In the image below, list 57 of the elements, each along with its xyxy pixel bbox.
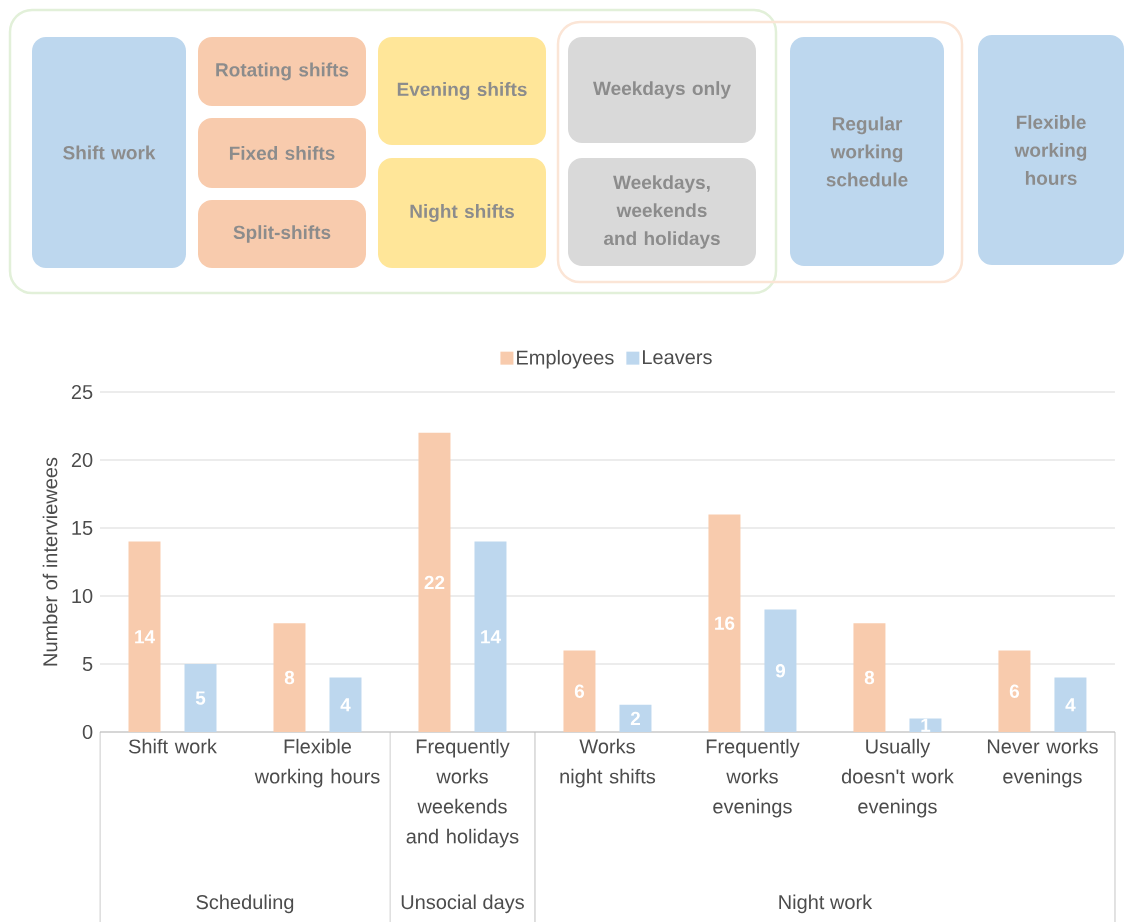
x-tick-label: Frequently works weekends and holidays: [406, 738, 519, 848]
text: Flexible working hours: [1014, 115, 1087, 185]
data-label: 4: [1065, 698, 1076, 712]
bar: [1054, 677, 1087, 732]
bar: [708, 514, 741, 732]
y-tick-label: 5: [82, 657, 93, 671]
data-label: 14: [481, 630, 501, 644]
data-label: 14: [135, 630, 155, 644]
text: Regular working schedule: [826, 116, 908, 187]
y-tick-label: 20: [71, 452, 93, 468]
text: Fixed shifts: [229, 146, 335, 160]
x-tick-label: Frequently works evenings: [706, 738, 800, 818]
data-label: 22: [424, 575, 445, 590]
data-label: 6: [574, 684, 585, 698]
y-axis-title: Number of interviewees: [42, 457, 58, 666]
text: Shift work: [63, 145, 156, 160]
x-tick-label: Flexible working hours: [254, 738, 380, 788]
y-tick-label: 0: [82, 724, 93, 740]
text: Evening shifts: [397, 82, 527, 100]
bar: [619, 704, 652, 732]
x-tick-label: Never works evenings: [987, 738, 1098, 788]
x-tick-label: Usually doesn't work evenings: [841, 738, 954, 818]
text: Unsocial days: [401, 894, 524, 914]
text: Rotating shifts: [216, 62, 349, 81]
data-label: 2: [630, 711, 640, 726]
data-label: 1: [921, 718, 931, 732]
x-tick-label: Shift work: [128, 738, 217, 754]
text: Weekdays only: [593, 81, 731, 99]
data-label: 8: [864, 670, 875, 685]
legend-label: Leavers: [643, 350, 712, 365]
y-tick-label: 25: [71, 384, 93, 400]
data-label: 8: [284, 670, 295, 685]
bar: [853, 623, 886, 732]
text: Split-shifts: [233, 225, 331, 243]
bar: [563, 650, 596, 732]
text: Scheduling: [196, 894, 294, 914]
legend-label: Employees: [517, 349, 614, 369]
bar: [329, 677, 362, 732]
text: Night shifts: [410, 204, 514, 222]
bar: [273, 623, 306, 732]
bar: [909, 718, 942, 732]
data-label: 5: [195, 691, 206, 705]
y-tick-label: 15: [72, 521, 93, 535]
x-tick-label: Works night shifts: [560, 738, 656, 788]
bar: [184, 664, 217, 732]
data-label: 4: [340, 698, 351, 712]
bar: [474, 541, 507, 732]
bar: [418, 432, 451, 732]
y-tick-label: 10: [72, 588, 93, 604]
data-label: 16: [715, 616, 735, 630]
data-label: 9: [775, 664, 786, 678]
data-label: 6: [1009, 684, 1020, 698]
bar: [128, 541, 161, 732]
bar: [764, 609, 797, 732]
text: Weekdays, weekends and holidays: [603, 175, 720, 249]
bar: [998, 650, 1031, 732]
text: Night work: [779, 894, 873, 914]
